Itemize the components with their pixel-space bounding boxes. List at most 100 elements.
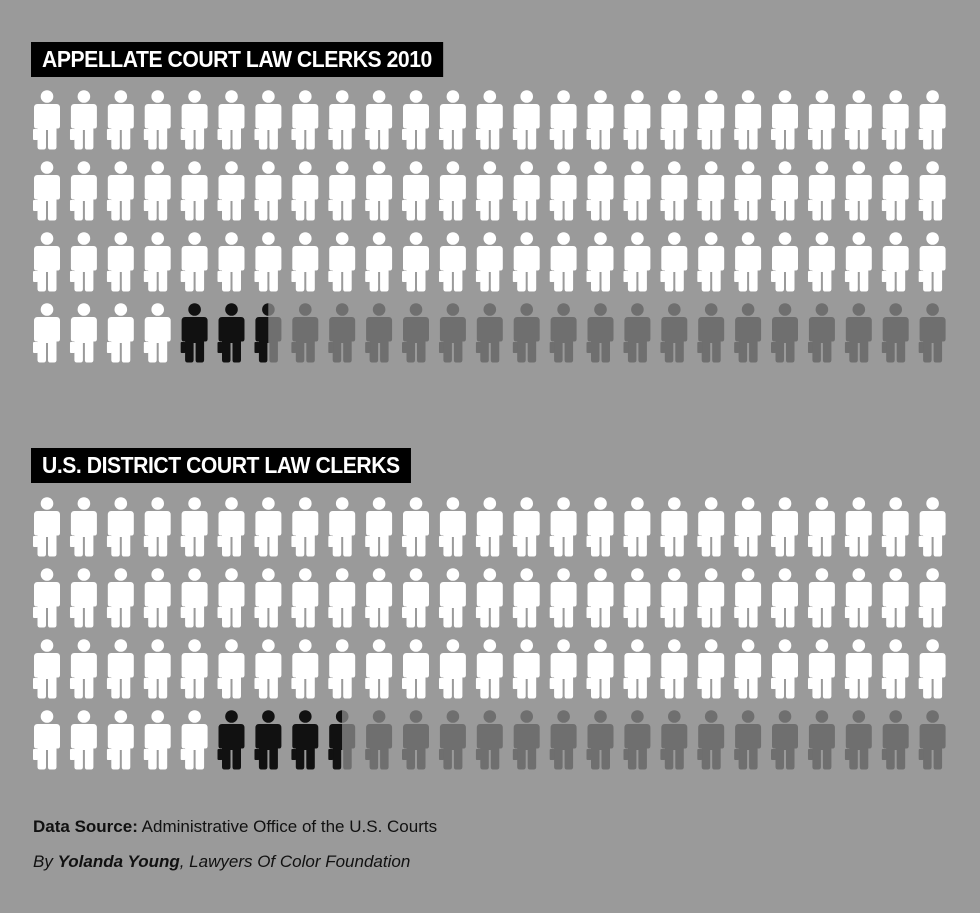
appellate-person-icon xyxy=(512,161,540,221)
district-person-icon xyxy=(844,710,872,770)
appellate-person-icon xyxy=(328,90,356,150)
appellate-person-icon xyxy=(549,161,577,221)
appellate-person-icon xyxy=(734,90,762,150)
appellate-person-icon xyxy=(254,161,282,221)
appellate-person-icon xyxy=(881,303,909,363)
appellate-person-icon xyxy=(918,232,946,292)
appellate-person-icon xyxy=(807,90,835,150)
appellate-person-icon xyxy=(881,90,909,150)
appellate-person-icon xyxy=(549,90,577,150)
appellate-person-icon xyxy=(734,232,762,292)
district-person-icon xyxy=(771,497,798,557)
appellate-person-icon xyxy=(697,303,725,363)
district-person-icon xyxy=(217,568,245,628)
district-person-icon xyxy=(291,710,319,770)
appellate-person-icon xyxy=(106,161,134,221)
appellate-person-icon xyxy=(475,232,503,292)
district-person-icon xyxy=(807,568,835,628)
district-person-icon xyxy=(402,497,429,557)
district-person-icon xyxy=(254,710,282,770)
district-person-icon xyxy=(918,497,946,557)
district-person-icon xyxy=(623,497,651,557)
appellate-person-icon xyxy=(143,303,171,363)
appellate-person-icon xyxy=(33,303,60,363)
appellate-person-icon xyxy=(475,90,503,150)
appellate-person-icon xyxy=(623,90,651,150)
district-person-icon xyxy=(881,568,909,628)
appellate-person-icon xyxy=(365,232,393,292)
appellate-person-icon xyxy=(180,232,208,292)
appellate-person-icon xyxy=(69,161,97,221)
appellate-person-icon xyxy=(180,303,208,363)
appellate-person-icon xyxy=(771,232,798,292)
district-person-icon xyxy=(143,639,171,699)
appellate-person-icon xyxy=(475,161,503,221)
byline: By Yolanda Young, Lawyers Of Color Found… xyxy=(33,852,410,872)
appellate-person-icon xyxy=(881,161,909,221)
district-person-icon xyxy=(771,710,798,770)
appellate-person-icon xyxy=(33,232,60,292)
district-person-icon xyxy=(217,497,245,557)
district-person-icon xyxy=(807,710,835,770)
district-person-icon xyxy=(918,639,946,699)
district-person-icon xyxy=(512,710,540,770)
appellate-person-icon xyxy=(881,232,909,292)
district-person-icon xyxy=(106,639,134,699)
district-person-icon xyxy=(771,639,798,699)
appellate-person-icon xyxy=(365,161,393,221)
district-person-icon xyxy=(33,497,60,557)
district-person-icon xyxy=(881,639,909,699)
district-person-icon xyxy=(844,497,872,557)
district-pictogram xyxy=(0,497,980,797)
district-person-icon xyxy=(586,568,614,628)
district-person-icon xyxy=(143,710,171,770)
appellate-person-icon xyxy=(291,232,319,292)
district-person-icon xyxy=(180,497,208,557)
district-person-icon xyxy=(697,568,725,628)
appellate-person-icon xyxy=(291,90,319,150)
district-person-icon xyxy=(586,497,614,557)
appellate-person-icon xyxy=(438,303,466,363)
district-person-icon xyxy=(844,568,872,628)
district-person-icon xyxy=(402,568,429,628)
district-person-icon xyxy=(475,497,503,557)
appellate-person-icon xyxy=(918,161,946,221)
appellate-person-icon xyxy=(217,303,245,363)
appellate-person-icon xyxy=(180,90,208,150)
data-source-label: Data Source: xyxy=(33,817,138,836)
appellate-person-icon xyxy=(106,90,134,150)
district-person-icon xyxy=(217,710,245,770)
appellate-person-icon xyxy=(438,90,466,150)
district-person-icon xyxy=(475,710,503,770)
district-person-icon xyxy=(106,568,134,628)
appellate-person-icon xyxy=(365,90,393,150)
district-person-icon xyxy=(512,497,540,557)
district-person-icon xyxy=(106,710,134,770)
district-person-icon xyxy=(881,497,909,557)
byline-prefix: By xyxy=(33,852,53,871)
appellate-person-icon xyxy=(512,232,540,292)
district-person-icon xyxy=(549,497,577,557)
district-person-icon xyxy=(291,497,319,557)
appellate-person-icon xyxy=(69,90,97,150)
appellate-person-icon xyxy=(771,303,798,363)
district-person-icon xyxy=(254,497,282,557)
district-person-icon xyxy=(734,639,762,699)
appellate-person-icon xyxy=(402,90,429,150)
appellate-person-icon xyxy=(623,303,651,363)
district-person-icon xyxy=(180,710,208,770)
district-person-icon xyxy=(734,568,762,628)
district-person-icon xyxy=(438,639,466,699)
appellate-person-icon xyxy=(402,303,429,363)
district-person-icon xyxy=(180,568,208,628)
appellate-person-icon xyxy=(217,161,245,221)
district-person-icon xyxy=(549,639,577,699)
district-person-icon xyxy=(143,568,171,628)
district-person-icon xyxy=(365,639,393,699)
appellate-person-icon xyxy=(807,303,835,363)
district-person-icon xyxy=(106,497,134,557)
appellate-person-icon xyxy=(254,90,282,150)
appellate-person-icon xyxy=(438,232,466,292)
district-person-icon xyxy=(402,710,429,770)
appellate-person-icon xyxy=(143,161,171,221)
